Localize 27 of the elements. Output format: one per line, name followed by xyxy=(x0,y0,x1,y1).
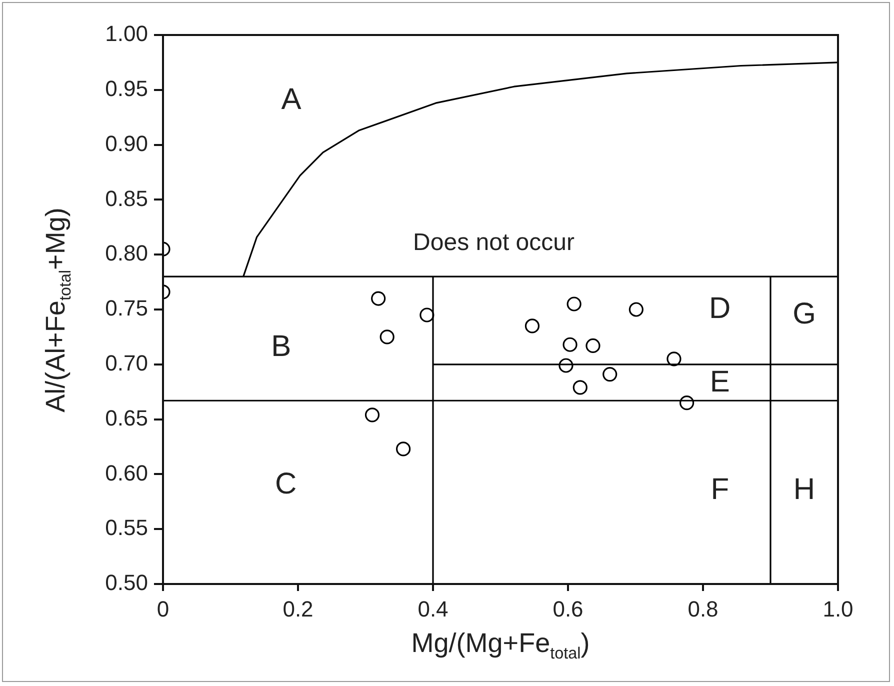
y-tick-label: 0.95 xyxy=(105,76,148,101)
x-tick-label: 0.2 xyxy=(282,596,314,622)
y-tick-label: 0.75 xyxy=(105,296,148,321)
y-tick-label: 0.90 xyxy=(105,130,148,156)
x-tick-label: 0.6 xyxy=(552,596,584,622)
annotation: Does not occur xyxy=(413,229,574,256)
x-tick-label: 1.0 xyxy=(822,596,854,622)
y-tick-label: 0.80 xyxy=(105,240,148,266)
y-tick-label: 1.00 xyxy=(105,21,148,46)
annotation: B xyxy=(271,330,292,364)
x-axis-title: Mg/(Mg+Fe$_{total}$) xyxy=(410,628,591,664)
annotation: F xyxy=(710,472,730,506)
y-tick-label: 0.70 xyxy=(105,350,148,376)
annotation: G xyxy=(792,297,816,330)
annotation: H xyxy=(793,472,816,506)
y-tick-label: 0.50 xyxy=(105,570,148,596)
y-tick-label: 0.55 xyxy=(105,515,148,540)
annotation: A xyxy=(281,83,302,116)
x-tick-label: 0.4 xyxy=(418,596,448,622)
x-tick-label: 0 xyxy=(156,596,170,622)
annotation: D xyxy=(709,292,731,325)
annotation: E xyxy=(710,365,730,398)
y-tick-label: 0.85 xyxy=(105,186,148,211)
x-tick-label: 0.8 xyxy=(688,596,718,622)
y-tick-label: 0.60 xyxy=(105,460,148,486)
y-tick-label: 0.65 xyxy=(105,405,148,430)
annotation: C xyxy=(275,467,297,500)
